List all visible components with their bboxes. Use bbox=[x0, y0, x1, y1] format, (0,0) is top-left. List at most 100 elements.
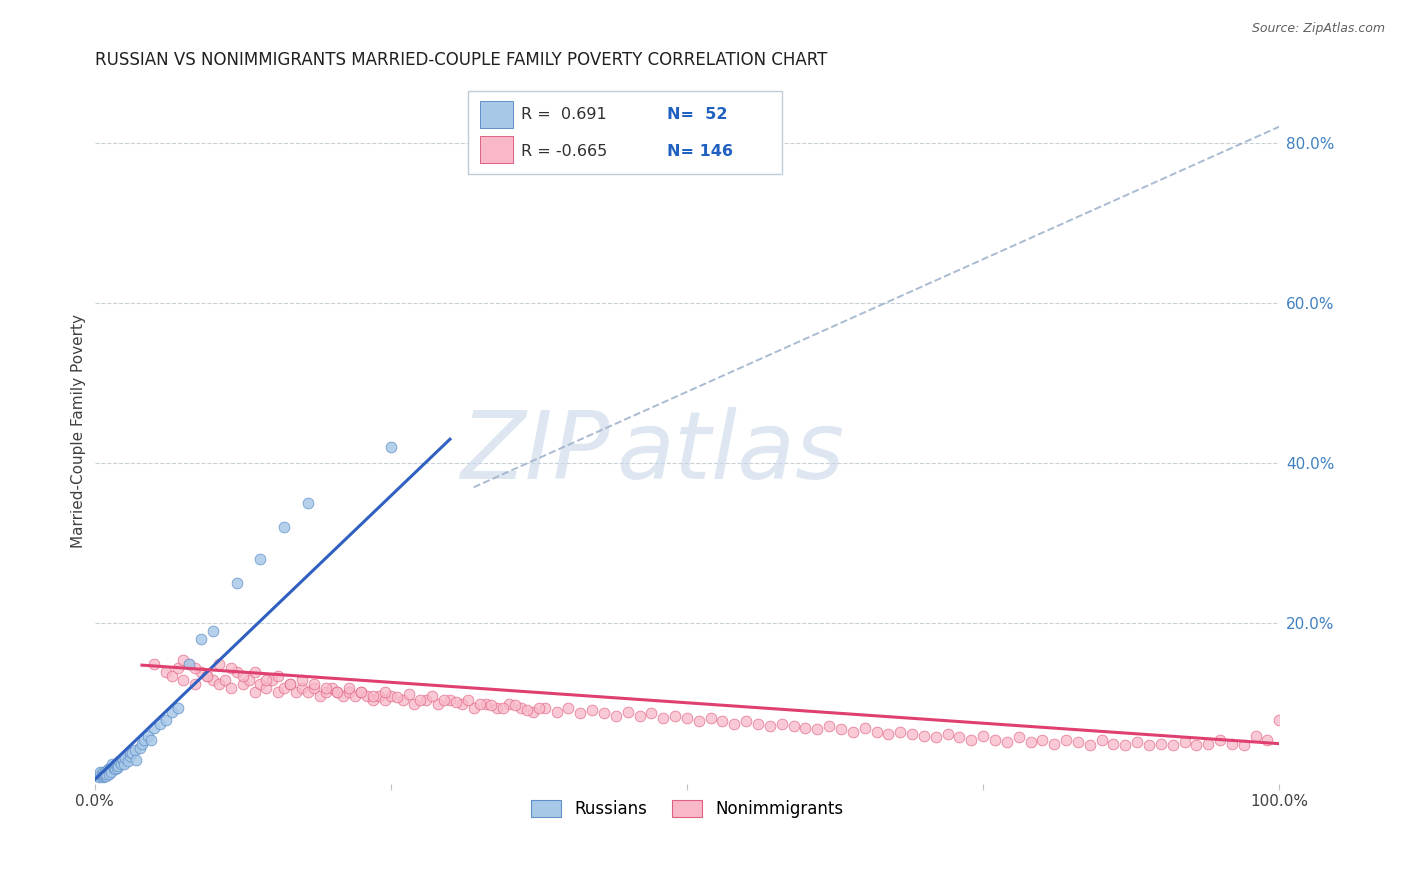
Point bbox=[481, 698, 503, 713]
Point bbox=[91, 770, 114, 784]
Point bbox=[104, 756, 127, 771]
Point bbox=[107, 759, 129, 773]
Point bbox=[367, 689, 389, 703]
Point bbox=[98, 761, 121, 775]
Point bbox=[308, 689, 330, 703]
Point bbox=[984, 732, 1007, 747]
Point bbox=[468, 697, 491, 711]
Point bbox=[184, 676, 207, 690]
Point bbox=[202, 624, 225, 639]
Text: R = -0.665: R = -0.665 bbox=[522, 144, 607, 159]
Text: RUSSIAN VS NONIMMIGRANTS MARRIED-COUPLE FAMILY POVERTY CORRELATION CHART: RUSSIAN VS NONIMMIGRANTS MARRIED-COUPLE … bbox=[94, 51, 827, 69]
Point bbox=[111, 753, 134, 767]
Point bbox=[202, 673, 225, 687]
Point bbox=[155, 665, 177, 679]
Point bbox=[190, 665, 212, 679]
Point bbox=[291, 673, 314, 687]
Point bbox=[315, 684, 337, 698]
Point bbox=[91, 764, 114, 779]
Point bbox=[616, 705, 638, 719]
Point bbox=[125, 753, 148, 767]
Point bbox=[450, 697, 472, 711]
Point bbox=[1268, 713, 1291, 727]
Point bbox=[219, 660, 242, 674]
Point bbox=[232, 676, 254, 690]
Point bbox=[1137, 739, 1160, 753]
Point bbox=[172, 673, 194, 687]
Point bbox=[877, 727, 900, 741]
Point bbox=[100, 764, 122, 779]
Point bbox=[89, 764, 111, 779]
Point bbox=[105, 761, 128, 775]
Point bbox=[1150, 737, 1173, 751]
Point bbox=[124, 743, 146, 757]
Text: R =  0.691: R = 0.691 bbox=[522, 107, 607, 122]
Point bbox=[664, 708, 686, 723]
Text: N=  52: N= 52 bbox=[666, 107, 727, 122]
Point bbox=[912, 729, 935, 743]
Point bbox=[315, 681, 337, 695]
Point bbox=[474, 697, 496, 711]
Point bbox=[337, 684, 360, 698]
Point bbox=[439, 692, 461, 706]
Point bbox=[1114, 739, 1136, 753]
Point bbox=[652, 711, 675, 725]
Point bbox=[350, 684, 373, 698]
Point bbox=[747, 716, 769, 731]
Point bbox=[960, 732, 983, 747]
Point bbox=[101, 756, 124, 771]
Point bbox=[142, 657, 165, 671]
Point bbox=[1102, 737, 1125, 751]
FancyBboxPatch shape bbox=[479, 101, 513, 128]
Point bbox=[1197, 737, 1219, 751]
Point bbox=[184, 660, 207, 674]
Point bbox=[1233, 739, 1256, 753]
Point bbox=[415, 692, 437, 706]
Point bbox=[492, 700, 515, 714]
Point bbox=[1173, 735, 1195, 749]
Point bbox=[134, 732, 156, 747]
Point bbox=[285, 684, 308, 698]
Text: N= 146: N= 146 bbox=[666, 144, 733, 159]
Point bbox=[1126, 735, 1149, 749]
Point bbox=[581, 703, 603, 717]
Point bbox=[321, 681, 343, 695]
Point bbox=[409, 692, 432, 706]
Point bbox=[97, 767, 120, 781]
Point bbox=[557, 700, 579, 714]
Point bbox=[267, 668, 290, 682]
Point bbox=[136, 729, 159, 743]
Point bbox=[93, 767, 115, 781]
Point bbox=[723, 716, 745, 731]
Point bbox=[208, 676, 231, 690]
Point bbox=[1054, 732, 1077, 747]
Legend: Russians, Nonimmigrants: Russians, Nonimmigrants bbox=[524, 793, 851, 825]
Point bbox=[179, 657, 201, 671]
Point bbox=[1008, 731, 1031, 745]
Point bbox=[166, 660, 188, 674]
Point bbox=[172, 652, 194, 666]
Point bbox=[112, 756, 135, 771]
Text: atlas: atlas bbox=[616, 407, 844, 498]
FancyBboxPatch shape bbox=[479, 136, 513, 163]
Point bbox=[89, 770, 111, 784]
Point bbox=[420, 689, 443, 703]
Point bbox=[1185, 739, 1208, 753]
Point bbox=[297, 496, 319, 510]
Point bbox=[842, 724, 865, 739]
Point bbox=[254, 673, 277, 687]
Point bbox=[1244, 729, 1267, 743]
FancyBboxPatch shape bbox=[468, 91, 782, 174]
Point bbox=[117, 754, 139, 768]
Point bbox=[640, 706, 662, 721]
Point bbox=[527, 700, 550, 714]
Point bbox=[711, 714, 734, 729]
Point bbox=[404, 697, 426, 711]
Y-axis label: Married-Couple Family Poverty: Married-Couple Family Poverty bbox=[72, 314, 86, 549]
Point bbox=[254, 681, 277, 695]
Point bbox=[225, 576, 247, 591]
Point bbox=[593, 706, 616, 721]
Point bbox=[533, 700, 555, 714]
Point bbox=[97, 762, 120, 776]
Point bbox=[108, 754, 131, 768]
